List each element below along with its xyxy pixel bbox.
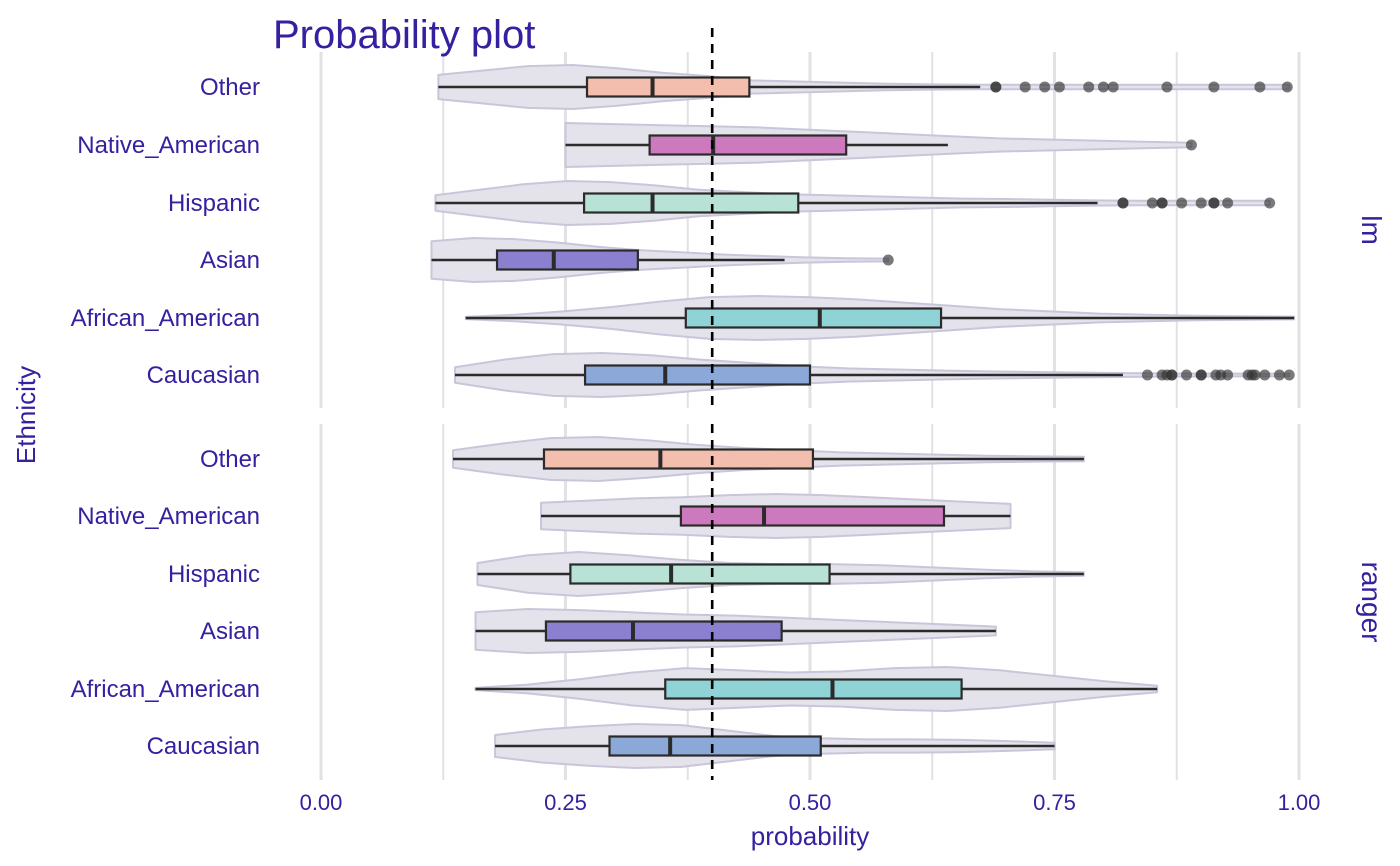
outlier-point bbox=[1254, 81, 1266, 93]
y-axis-label: Ethnicity bbox=[11, 366, 41, 464]
category-label: Hispanic bbox=[168, 190, 260, 217]
outlier-point bbox=[1156, 197, 1168, 209]
outlier-point bbox=[1208, 197, 1220, 209]
category-label: Native_American bbox=[77, 132, 260, 159]
outlier-point bbox=[1161, 81, 1173, 93]
outlier-point bbox=[1083, 81, 1095, 93]
outlier-point bbox=[1146, 197, 1158, 209]
box-iqr bbox=[679, 505, 946, 527]
facet-strip-label: ranger bbox=[1356, 562, 1387, 643]
outlier-point bbox=[1181, 369, 1193, 381]
outlier-point bbox=[1222, 197, 1234, 209]
x-tick-label: 1.00 bbox=[1278, 790, 1321, 815]
outlier-point bbox=[1166, 369, 1178, 381]
outlier-point bbox=[1195, 197, 1207, 209]
x-axis-label: probability bbox=[751, 821, 870, 851]
outlier-point bbox=[1176, 197, 1188, 209]
box-iqr bbox=[608, 735, 822, 757]
outlier-point bbox=[1195, 369, 1207, 381]
facet-strip-label: lm bbox=[1356, 215, 1387, 245]
category-label: African_American bbox=[71, 676, 260, 703]
category-label: Other bbox=[200, 446, 260, 473]
box-layer bbox=[431, 76, 1295, 757]
box-iqr bbox=[583, 364, 812, 386]
outlier-point bbox=[1019, 81, 1031, 93]
box-iqr bbox=[582, 192, 800, 214]
outlier-point bbox=[1117, 197, 1129, 209]
outlier-point bbox=[990, 81, 1002, 93]
outlier-point bbox=[1259, 369, 1271, 381]
category-label: Native_American bbox=[77, 503, 260, 530]
outlier-point bbox=[1097, 81, 1109, 93]
outlier-point bbox=[1283, 369, 1295, 381]
category-label: Asian bbox=[200, 247, 260, 274]
box-iqr bbox=[542, 448, 815, 470]
box-iqr bbox=[648, 134, 848, 156]
outlier-point bbox=[1107, 81, 1119, 93]
category-label: Asian bbox=[200, 618, 260, 645]
category-label: Caucasian bbox=[147, 362, 260, 389]
outlier-point bbox=[882, 254, 894, 266]
outlier-point bbox=[1208, 81, 1220, 93]
x-tick-label: 0.50 bbox=[789, 790, 832, 815]
box-iqr bbox=[569, 563, 831, 585]
box-iqr bbox=[684, 307, 943, 329]
outlier-point bbox=[1264, 197, 1276, 209]
label-layer: 0.00 0.25 0.50 0.75 1.00 lm Other Native_Americ… bbox=[71, 74, 1387, 815]
violin-layer bbox=[430, 64, 1296, 769]
x-tick-label: 0.75 bbox=[1033, 790, 1076, 815]
outlier-point bbox=[1039, 81, 1051, 93]
box-iqr bbox=[585, 76, 751, 98]
category-label: Caucasian bbox=[147, 733, 260, 760]
grid-layer bbox=[319, 52, 1301, 780]
box-iqr bbox=[544, 620, 783, 642]
outlier-point bbox=[1141, 369, 1153, 381]
outlier-point bbox=[1185, 139, 1197, 151]
chart-title: Probability plot bbox=[273, 13, 535, 57]
outlier-point bbox=[1053, 81, 1065, 93]
outlier-point bbox=[1281, 81, 1293, 93]
x-tick-label: 0.00 bbox=[300, 790, 343, 815]
box-iqr bbox=[664, 678, 963, 700]
box-iqr bbox=[495, 249, 639, 271]
category-label: Hispanic bbox=[168, 561, 260, 588]
category-label: African_American bbox=[71, 305, 260, 332]
outlier-point bbox=[1249, 369, 1261, 381]
outlier-point bbox=[1273, 369, 1285, 381]
x-tick-label: 0.25 bbox=[544, 790, 587, 815]
outlier-point bbox=[1222, 369, 1234, 381]
category-label: Other bbox=[200, 74, 260, 101]
